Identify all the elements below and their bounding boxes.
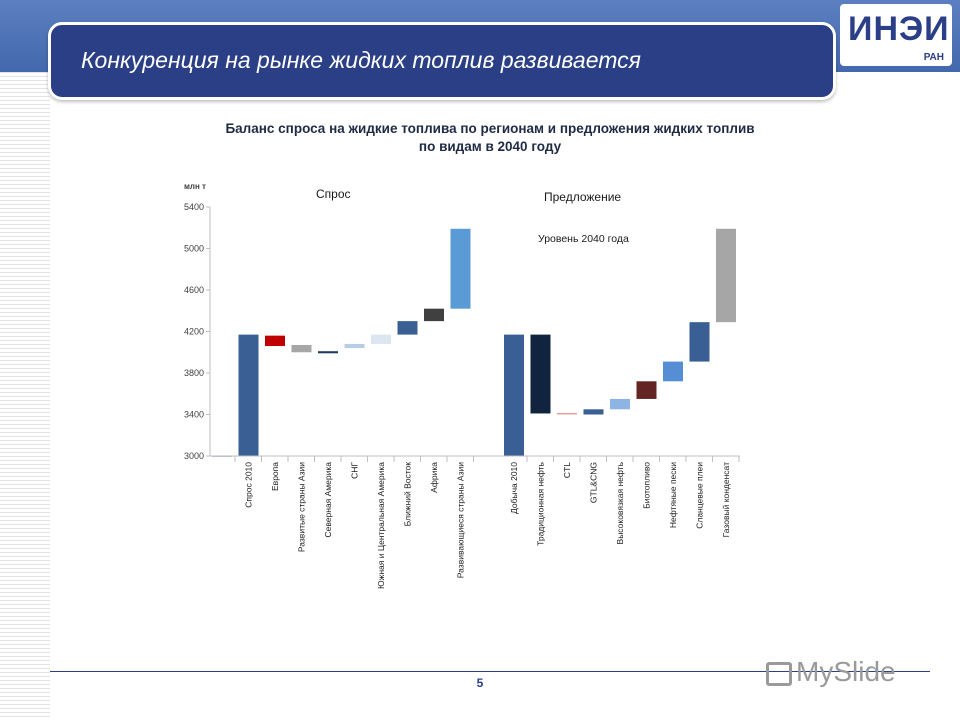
y-tick-label: 4600 bbox=[184, 285, 204, 295]
chart-subtitle: Баланс спроса на жидкие топлива по регио… bbox=[150, 120, 830, 156]
x-category-label: Развитые страны Азии bbox=[297, 462, 307, 552]
y-tick-label: 5400 bbox=[184, 202, 204, 212]
y-unit-label: млн т bbox=[184, 182, 206, 191]
x-category-label: Спрос 2010 bbox=[244, 462, 254, 508]
x-category-label: Ближний Восток bbox=[403, 462, 413, 527]
x-category-label: Биотопливо bbox=[642, 462, 652, 509]
x-category-label: Южная и Центральная Америка bbox=[376, 462, 386, 589]
bar bbox=[424, 308, 444, 322]
slide-title: Конкуренция на рынке жидких топлив разви… bbox=[81, 47, 641, 73]
presentation-icon bbox=[766, 661, 792, 686]
x-category-label: Сланцевые плеи bbox=[695, 462, 705, 529]
level-annotation: Уровень 2040 года bbox=[538, 233, 629, 245]
bar bbox=[583, 409, 604, 415]
bar bbox=[371, 334, 391, 344]
bar bbox=[557, 412, 577, 415]
bar bbox=[318, 351, 338, 354]
x-category-label: Европа bbox=[270, 462, 280, 491]
logo-main-text: ИНЭИ bbox=[848, 10, 950, 48]
x-category-label: Газовый конденсат bbox=[721, 462, 731, 537]
chart-subtitle-line-2: по видам в 2040 году bbox=[418, 139, 562, 154]
institute-logo: ИНЭИ РАН bbox=[840, 4, 952, 66]
group-title: Предложение bbox=[544, 190, 621, 204]
side-stripe-decoration bbox=[0, 0, 50, 720]
bar bbox=[610, 398, 630, 410]
bar bbox=[238, 334, 259, 456]
bar bbox=[504, 334, 524, 456]
bar bbox=[636, 381, 657, 399]
x-category-label: Развивающиеся страны Азии bbox=[456, 462, 466, 578]
x-category-label: СНГ bbox=[350, 462, 360, 479]
x-category-label: Высоковязкая нефть bbox=[615, 461, 625, 544]
bar bbox=[663, 361, 683, 382]
x-category-label: Нефтяные пески bbox=[668, 462, 678, 528]
group-title: Спрос bbox=[316, 187, 351, 201]
x-category-label: Северная Америка bbox=[323, 462, 333, 538]
watermark-text: MySlide bbox=[796, 656, 896, 687]
y-tick-label: 4200 bbox=[184, 327, 204, 337]
y-tick-label: 3800 bbox=[184, 368, 204, 378]
title-bar: Конкуренция на рынке жидких топлив разви… bbox=[48, 22, 836, 100]
logo-sub-text: РАН bbox=[923, 52, 944, 63]
chart-subtitle-line-1: Баланс спроса на жидкие топлива по регио… bbox=[225, 121, 755, 136]
page-number: 5 bbox=[476, 676, 484, 690]
watermark: MySlide bbox=[766, 656, 896, 688]
bar bbox=[397, 321, 418, 335]
bar bbox=[689, 322, 710, 362]
bar bbox=[344, 343, 365, 349]
x-category-label: GTL&CNG bbox=[589, 462, 599, 503]
bar bbox=[716, 228, 736, 323]
y-tick-label: 5000 bbox=[184, 244, 204, 254]
y-tick-label: 3400 bbox=[184, 410, 204, 420]
y-tick-label: 3000 bbox=[184, 451, 204, 461]
x-category-label: Африка bbox=[429, 462, 439, 493]
x-category-label: Традиционная нефть bbox=[536, 461, 546, 545]
bar bbox=[291, 344, 312, 353]
x-category-label: Добыча 2010 bbox=[509, 462, 519, 514]
bar bbox=[265, 335, 285, 347]
bar bbox=[450, 228, 471, 309]
bar bbox=[530, 334, 551, 414]
footer-divider bbox=[50, 671, 930, 672]
x-category-label: CTL bbox=[562, 462, 572, 478]
